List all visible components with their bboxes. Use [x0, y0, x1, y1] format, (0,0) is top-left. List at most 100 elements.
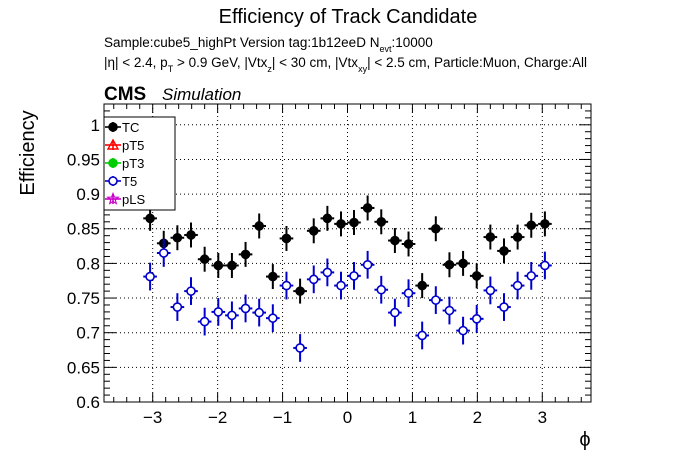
data-point: [199, 316, 210, 327]
data-point: [444, 259, 455, 270]
y-tick-label: 0.7: [76, 324, 100, 343]
data-point: [295, 343, 305, 353]
data-point: [390, 307, 400, 318]
data-point: [376, 284, 387, 295]
tick-labels: −3 −2 −1 0 1 2 3 0.6 0.65 0.7 0.75 0.8 0.85 0.9 0.95 1: [67, 116, 547, 427]
data-point: [254, 221, 264, 231]
legend: TC pT5 pT3 T5 pLS: [103, 116, 176, 211]
legend-label: pT5: [122, 138, 144, 153]
legend-entry-pT5: pT5: [105, 138, 144, 153]
info-line-2-part-5: xy: [358, 64, 368, 74]
x-tick-label: 2: [473, 408, 482, 427]
y-tick-label: 0.75: [67, 289, 100, 308]
data-point: [145, 271, 155, 282]
x-tick-label: 3: [538, 408, 547, 427]
data-point: [458, 258, 468, 269]
info-line-2-part-4: | < 30 cm, |Vtx: [272, 55, 358, 70]
data-point: [158, 248, 169, 258]
data-marks: [143, 195, 552, 362]
x-tick-label: 1: [408, 408, 417, 427]
legend-marker: [108, 122, 118, 132]
data-point: [213, 307, 224, 317]
legend-label: pLS: [122, 192, 145, 207]
series-T5: [143, 239, 552, 362]
legend-label: pT3: [122, 156, 144, 171]
info-line-1: Sample:cube5_highPt Version tag:1b12eeD …: [104, 35, 433, 54]
data-point: [308, 226, 319, 236]
data-point: [499, 246, 509, 256]
data-point: [322, 213, 333, 224]
x-axis-label: ϕ: [579, 429, 590, 451]
data-point: [172, 232, 183, 243]
info-line-2-part-0: |η| < 2.4, p: [104, 55, 168, 70]
info-line-2-part-6: | < 2.5 cm, Particle:Muon, Charge:All: [367, 55, 587, 70]
y-tick-label: 0.85: [67, 220, 100, 239]
data-point: [362, 259, 373, 270]
y-axis-label: Efficiency: [17, 110, 39, 195]
legend-marker: [106, 138, 120, 150]
y-tick-label: 0.95: [67, 150, 100, 169]
info-line-2-part-2: > 0.9 GeV, |Vtx: [173, 55, 267, 70]
x-tick-label: −2: [208, 408, 227, 427]
data-point: [172, 302, 183, 312]
data-point: [417, 280, 427, 291]
y-tick-label: 0.6: [76, 393, 100, 412]
series-TC: [143, 195, 552, 304]
data-point: [281, 280, 292, 291]
x-tick-label: 0: [343, 408, 352, 427]
legend-label: TC: [122, 120, 139, 135]
legend-label: T5: [122, 174, 137, 189]
data-point: [431, 223, 441, 234]
legend-marker: [108, 176, 118, 186]
info-line-1-text: Sample:cube5_highPt Version tag:1b12eeD …: [104, 35, 379, 50]
y-tick-label: 1: [91, 116, 100, 135]
data-point: [526, 220, 537, 231]
data-point: [458, 325, 468, 336]
data-point: [540, 219, 550, 229]
data-point: [336, 219, 346, 229]
grid-lines: [104, 104, 591, 403]
data-point: [227, 260, 237, 271]
legend-entry-pLS: pLS: [105, 191, 145, 207]
cms-label: CMS: [104, 84, 146, 105]
legend-entry-TC: TC: [105, 120, 139, 135]
data-point: [308, 274, 319, 285]
data-point: [512, 232, 523, 242]
x-tick-label: −3: [143, 408, 162, 427]
data-point: [186, 286, 196, 296]
data-point: [376, 217, 387, 227]
data-point: [268, 271, 278, 282]
data-point: [213, 260, 224, 271]
data-point: [199, 254, 210, 265]
data-point: [349, 271, 359, 281]
chart-title: Efficiency of Track Candidate: [219, 6, 478, 28]
legend-marker: [108, 158, 118, 168]
legend-box: [103, 116, 176, 211]
data-point: [403, 239, 414, 249]
data-point: [186, 230, 196, 240]
legend-marker: [106, 191, 120, 205]
data-point: [499, 302, 509, 312]
data-point: [540, 260, 550, 271]
data-point: [362, 203, 373, 213]
x-tick-label: −1: [273, 408, 292, 427]
data-point: [254, 307, 264, 318]
data-point: [390, 235, 400, 246]
y-tick-label: 0.9: [76, 185, 100, 204]
info-line-2-part-1: T: [168, 64, 174, 74]
data-point: [471, 271, 482, 281]
data-point: [526, 271, 537, 281]
data-point: [295, 286, 305, 296]
y-tick-label: 0.65: [67, 358, 100, 377]
legend-entry-pT3: pT3: [105, 156, 144, 171]
data-point: [336, 280, 346, 291]
data-point: [417, 330, 427, 341]
data-point: [281, 233, 292, 244]
data-point: [349, 217, 359, 228]
y-tick-label: 0.8: [76, 254, 100, 273]
data-point: [512, 280, 523, 291]
data-point: [145, 213, 155, 224]
info-line-1-end: :10000: [391, 35, 432, 50]
data-point: [471, 314, 482, 324]
